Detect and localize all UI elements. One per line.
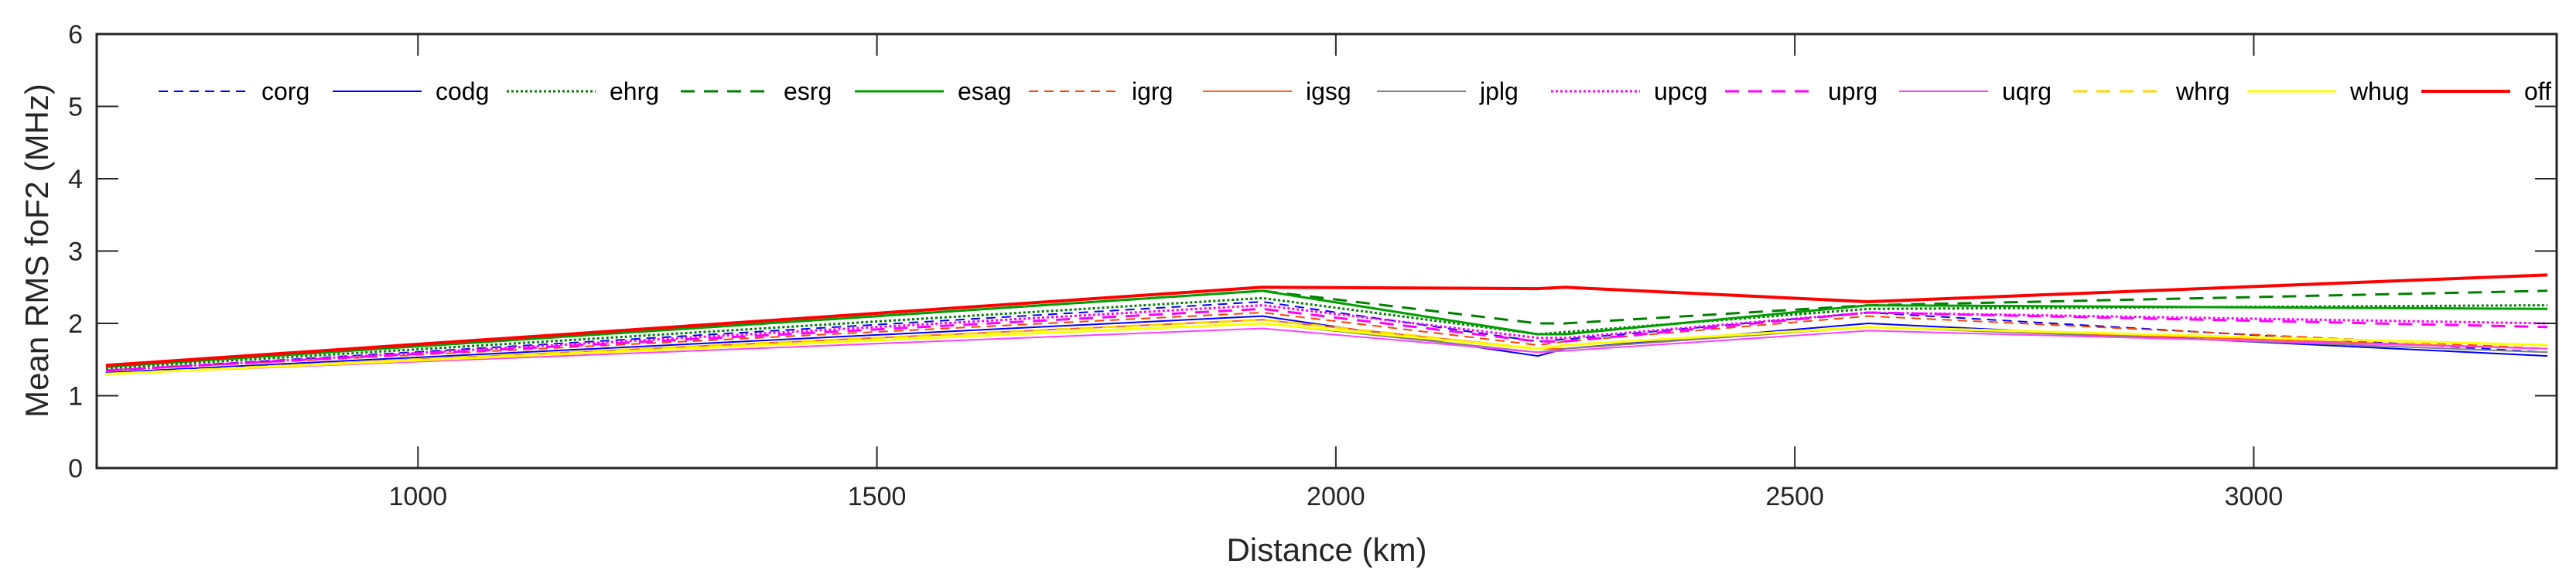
series-layer: [105, 273, 2548, 375]
legend-label-off: off: [2524, 77, 2551, 105]
y-tick-label: 4: [68, 165, 83, 194]
legend-item-igsg: igsg: [1203, 77, 1351, 105]
legend-label-upcg: upcg: [1654, 77, 1707, 105]
legend-item-igrg: igrg: [1029, 77, 1173, 105]
x-tick-label: 2500: [1765, 482, 1824, 511]
legend-label-esag: esag: [958, 77, 1011, 105]
series-line-uprg: [105, 307, 2548, 372]
legend-item-off: off: [2421, 77, 2551, 105]
legend-item-esrg: esrg: [681, 77, 832, 105]
series-line-igrg: [105, 312, 2548, 371]
legend: corg codg ehrg esrg esag igrg igsg jplg upcg uprg…: [159, 77, 2551, 105]
legend-label-uprg: uprg: [1828, 77, 1877, 105]
x-tick-label: 3000: [2225, 482, 2284, 511]
legend-label-igrg: igrg: [1132, 77, 1173, 105]
legend-label-jplg: jplg: [1479, 77, 1519, 105]
y-tick-label: 1: [68, 382, 83, 412]
legend-item-codg: codg: [333, 77, 489, 105]
x-axis-title: Distance (km): [1226, 531, 1426, 568]
y-tick-label: 6: [68, 20, 83, 50]
series-line-off: [105, 273, 2548, 367]
y-tick-label: 2: [68, 309, 83, 339]
x-tick-label: 2000: [1307, 482, 1365, 511]
series-line-uqrg: [105, 327, 2548, 375]
x-tick-label: 1500: [848, 482, 907, 511]
legend-item-ehrg: ehrg: [507, 77, 659, 105]
series-line-esrg: [105, 289, 2548, 368]
legend-label-corg: corg: [261, 77, 309, 105]
y-tick-label: 0: [68, 454, 83, 484]
x-tick-label: 1000: [388, 482, 447, 511]
legend-label-esrg: esrg: [784, 77, 832, 105]
legend-label-codg: codg: [436, 77, 489, 105]
legend-item-jplg: jplg: [1377, 77, 1519, 105]
legend-item-whrg: whrg: [2073, 77, 2229, 105]
series-line-esag: [105, 289, 2548, 368]
legend-label-uqrg: uqrg: [2002, 77, 2052, 105]
legend-item-uqrg: uqrg: [1899, 77, 2052, 105]
legend-item-esag: esag: [855, 77, 1011, 105]
legend-label-whrg: whrg: [2175, 77, 2229, 105]
legend-item-upcg: upcg: [1551, 77, 1707, 105]
legend-item-whug: whug: [2247, 77, 2410, 105]
tick-layer: 1000 1500 2000 2500 3000 0 1 2 3 4 5 6: [68, 20, 2557, 511]
legend-item-corg: corg: [159, 77, 309, 105]
legend-label-ehrg: ehrg: [610, 77, 659, 105]
y-axis-title: Mean RMS foF2 (MHz): [19, 84, 55, 418]
y-tick-label: 3: [68, 238, 83, 267]
y-tick-label: 5: [68, 93, 83, 122]
series-line-corg: [105, 301, 2548, 371]
series-line-whug: [105, 322, 2548, 375]
legend-label-whug: whug: [2349, 77, 2410, 105]
legend-label-igsg: igsg: [1306, 77, 1351, 105]
legend-item-uprg: uprg: [1725, 77, 1877, 105]
